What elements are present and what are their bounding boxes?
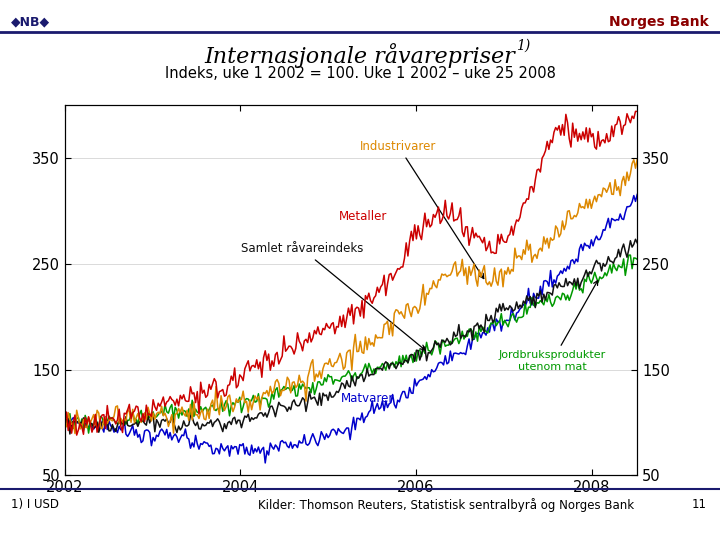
Text: Indeks, uke 1 2002 = 100. Uke 1 2002 – uke 25 2008: Indeks, uke 1 2002 = 100. Uke 1 2002 – u… <box>165 66 555 81</box>
Text: Norges Bank: Norges Bank <box>609 15 709 29</box>
Text: Internasjonale råvarepriser: Internasjonale råvarepriser <box>204 43 516 68</box>
Text: Jordbruksprodukter
utenom mat: Jordbruksprodukter utenom mat <box>498 281 606 372</box>
Text: Industrivarer: Industrivarer <box>360 140 484 279</box>
Text: Kilder: Thomson Reuters, Statistisk sentralbyrå og Norges Bank: Kilder: Thomson Reuters, Statistisk sent… <box>258 498 634 512</box>
Text: 1): 1) <box>516 39 531 53</box>
Text: Matvarer: Matvarer <box>341 392 395 404</box>
Text: Metaller: Metaller <box>339 210 387 223</box>
Text: 11: 11 <box>692 498 707 511</box>
Text: 1) I USD: 1) I USD <box>11 498 59 511</box>
Text: ◆NB◆: ◆NB◆ <box>11 15 50 28</box>
Text: Samlet råvareindeks: Samlet råvareindeks <box>240 242 425 350</box>
